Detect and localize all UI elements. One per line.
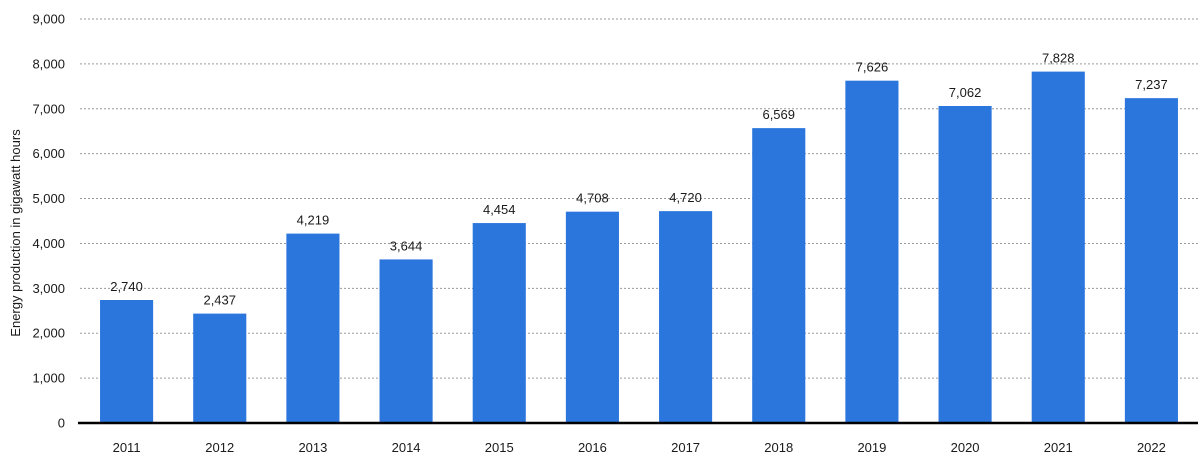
bar [100, 300, 154, 423]
data-label: 2,740 [110, 279, 143, 294]
bar [1124, 98, 1178, 424]
x-tick-label: 2021 [1044, 440, 1073, 455]
x-tick-label: 2016 [578, 440, 607, 455]
x-tick-label: 2013 [298, 440, 327, 455]
x-tick-label: 2018 [764, 440, 793, 455]
x-tick-label: 2020 [951, 440, 980, 455]
y-tick-label: 4,000 [32, 236, 65, 251]
y-tick-label: 3,000 [32, 281, 65, 296]
data-label: 7,626 [856, 60, 889, 75]
y-tick-label: 1,000 [32, 371, 65, 386]
y-tick-label: 8,000 [32, 56, 65, 71]
bar [659, 211, 713, 423]
data-labels: 2,740 2,437 4,219 3,644 4,454 4,708 4,720 6,569… [110, 51, 1167, 308]
bars [100, 71, 1178, 424]
bar [938, 105, 992, 424]
data-label: 7,828 [1042, 51, 1075, 66]
bar [472, 223, 526, 423]
bar [193, 313, 247, 423]
x-tick-label: 2011 [113, 440, 141, 455]
y-tick-label: 9,000 [32, 12, 65, 27]
data-label: 4,720 [669, 190, 702, 205]
bar [379, 259, 433, 423]
x-tick-label: 2022 [1137, 440, 1166, 455]
y-tick-label: 2,000 [32, 326, 65, 341]
data-label: 4,454 [483, 202, 516, 217]
x-tick-label: 2012 [205, 440, 234, 455]
x-tick-label: 2019 [857, 440, 886, 455]
y-tick-label: 7,000 [32, 101, 65, 116]
y-tick-label: 6,000 [32, 146, 65, 161]
bar [752, 128, 806, 424]
y-tick-label: 0 [58, 416, 65, 431]
data-label: 3,644 [390, 238, 423, 253]
bar [565, 211, 619, 423]
x-tick-label: 2017 [671, 440, 700, 455]
y-axis-ticks: 0 1,000 2,000 3,000 4,000 5,000 6,000 7,000 8,00… [32, 12, 65, 431]
data-label: 7,062 [949, 85, 982, 100]
x-axis-ticks: 2011 2012 2013 2014 2015 2016 2017 2018 2019 2020… [113, 440, 1166, 455]
x-tick-label: 2015 [485, 440, 514, 455]
y-axis-title: Energy production in gigawatt hours [8, 129, 23, 337]
data-label: 4,708 [576, 191, 609, 206]
x-tick-label: 2014 [392, 440, 421, 455]
data-label: 2,437 [203, 293, 236, 308]
bar [845, 80, 899, 423]
bar [286, 233, 340, 423]
bar [1031, 71, 1085, 424]
data-label: 6,569 [762, 107, 795, 122]
data-label: 4,219 [297, 213, 330, 228]
y-grid [80, 18, 1198, 379]
y-tick-label: 5,000 [32, 191, 65, 206]
data-label: 7,237 [1135, 77, 1168, 92]
